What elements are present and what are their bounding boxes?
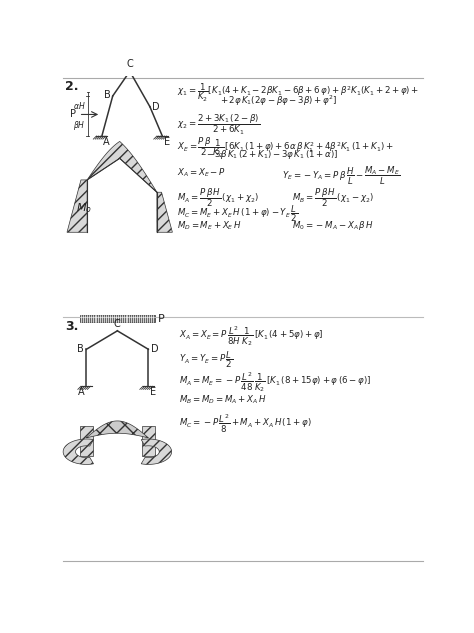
Text: A: A — [103, 137, 109, 147]
Text: 3.: 3. — [65, 320, 79, 333]
Text: D: D — [152, 102, 160, 112]
Text: $M_C = -P\,\dfrac{L^2}{8} + M_A + X_A\,H\,(1+\varphi)$: $M_C = -P\,\dfrac{L^2}{8} + M_A + X_A\,H… — [179, 413, 312, 436]
Text: $\alpha H$: $\alpha H$ — [73, 100, 86, 111]
Text: E: E — [150, 387, 156, 397]
Polygon shape — [80, 426, 92, 456]
Text: C: C — [114, 318, 121, 329]
Text: $M_o$: $M_o$ — [75, 201, 91, 215]
Polygon shape — [63, 439, 93, 465]
Text: $M_A = \dfrac{P\,\beta\,H}{2}\,(\chi_1+\chi_2)$: $M_A = \dfrac{P\,\beta\,H}{2}\,(\chi_1+\… — [177, 186, 259, 209]
Polygon shape — [141, 439, 172, 465]
Text: $X_A = X_E = P\,\dfrac{L^2}{8H}\,\dfrac{1}{K_2}\,[K_1\,(4+5\varphi)+\varphi]$: $X_A = X_E = P\,\dfrac{L^2}{8H}\,\dfrac{… — [179, 325, 324, 348]
Text: B: B — [104, 91, 110, 100]
Polygon shape — [86, 421, 148, 438]
Polygon shape — [142, 426, 155, 456]
Text: D: D — [151, 344, 158, 354]
Text: E: E — [164, 137, 170, 147]
Text: $Y_A = Y_E = P\,\dfrac{L}{2}$: $Y_A = Y_E = P\,\dfrac{L}{2}$ — [179, 349, 234, 370]
Polygon shape — [87, 141, 157, 192]
Text: $\beta H$: $\beta H$ — [73, 119, 86, 132]
Text: $\chi_1 = \dfrac{1}{K_2}[K_1(4+K_1-2\beta K_1-6\beta+6\,\varphi)+\beta^2 K_1(K_1: $\chi_1 = \dfrac{1}{K_2}[K_1(4+K_1-2\bet… — [177, 82, 419, 104]
Text: $X_E = \dfrac{P\,\beta}{2}\,\dfrac{1}{K_2}\,[6K_1\,(1+\varphi)+6\alpha\,\beta\,K: $X_E = \dfrac{P\,\beta}{2}\,\dfrac{1}{K_… — [177, 136, 394, 160]
Text: $Y_E = -Y_A = P\,\beta\,\dfrac{H}{L} - \dfrac{M_A-M_E}{L}$: $Y_E = -Y_A = P\,\beta\,\dfrac{H}{L} - \… — [282, 165, 400, 187]
Text: $X_A = X_E - P$: $X_A = X_E - P$ — [177, 167, 226, 179]
Text: $M_A = M_E = -P\,\dfrac{L^2}{48}\,\dfrac{1}{K_2}\,[K_1\,(8+15\varphi)+\varphi\,(: $M_A = M_E = -P\,\dfrac{L^2}{48}\,\dfrac… — [179, 371, 372, 394]
Polygon shape — [157, 192, 173, 232]
FancyBboxPatch shape — [80, 315, 155, 322]
Text: $M_B = M_D = M_A + X_A\,H$: $M_B = M_D = M_A + X_A\,H$ — [179, 394, 267, 406]
Text: $+\,2\varphi\,K_1(2\varphi-\beta\varphi-3\beta)+\varphi^2]$: $+\,2\varphi\,K_1(2\varphi-\beta\varphi-… — [219, 94, 337, 108]
Text: $\chi_2 = \dfrac{2+3K_1\,(2-\beta)}{2+6K_1}$: $\chi_2 = \dfrac{2+3K_1\,(2-\beta)}{2+6K… — [177, 113, 260, 137]
Text: A: A — [78, 387, 85, 397]
Text: B: B — [77, 344, 84, 354]
Text: $-\,3\beta\,K_1\,(2+K_1)-3\varphi\,K_1\,(1+\alpha)]$: $-\,3\beta\,K_1\,(2+K_1)-3\varphi\,K_1\,… — [207, 147, 339, 161]
Text: 2.: 2. — [65, 80, 79, 93]
Text: C: C — [127, 59, 133, 69]
Text: $M_D = M_E + X_E\,H$: $M_D = M_E + X_E\,H$ — [177, 219, 242, 232]
Text: $M_C = M_E + X_E\,H\,(1+\varphi) - Y_E\,\dfrac{L}{2}$: $M_C = M_E + X_E\,H\,(1+\varphi) - Y_E\,… — [177, 204, 298, 225]
Text: $M_B = \dfrac{P\,\beta\,H}{2}\,(\chi_1-\chi_2)$: $M_B = \dfrac{P\,\beta\,H}{2}\,(\chi_1-\… — [292, 186, 374, 209]
Text: P: P — [70, 110, 76, 120]
Text: $M_0 = -M_A - X_A\,\beta\,H$: $M_0 = -M_A - X_A\,\beta\,H$ — [292, 219, 374, 232]
Polygon shape — [67, 180, 87, 232]
Text: P: P — [158, 313, 164, 323]
